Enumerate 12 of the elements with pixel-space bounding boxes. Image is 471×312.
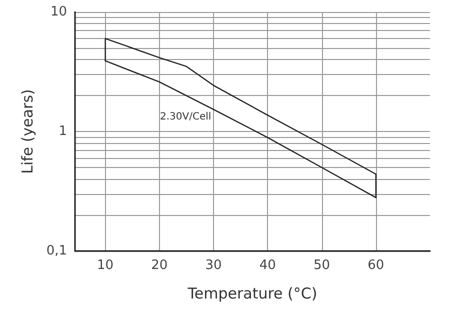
y-tick-label: 0,1 xyxy=(46,244,67,258)
x-tick-label: 40 xyxy=(259,258,276,273)
y-tick-label: 1 xyxy=(58,124,67,139)
x-tick-label: 60 xyxy=(368,258,384,273)
x-axis-title: Temperature (°C) xyxy=(186,284,318,302)
x-tick-label: 50 xyxy=(313,258,330,273)
y-tick-label: 10 xyxy=(50,4,67,20)
x-tick-label: 10 xyxy=(97,258,114,273)
x-tick-label: 30 xyxy=(205,258,222,273)
x-tick-label: 20 xyxy=(151,258,168,273)
y-axis-title: Life (years) xyxy=(18,89,36,174)
annotation: 2.30V/Cell xyxy=(160,112,212,122)
